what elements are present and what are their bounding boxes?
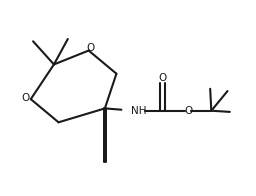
Text: O: O [159, 73, 167, 83]
Text: NH: NH [132, 106, 147, 116]
Text: O: O [86, 43, 95, 53]
Text: O: O [22, 93, 30, 103]
Text: O: O [184, 106, 192, 116]
